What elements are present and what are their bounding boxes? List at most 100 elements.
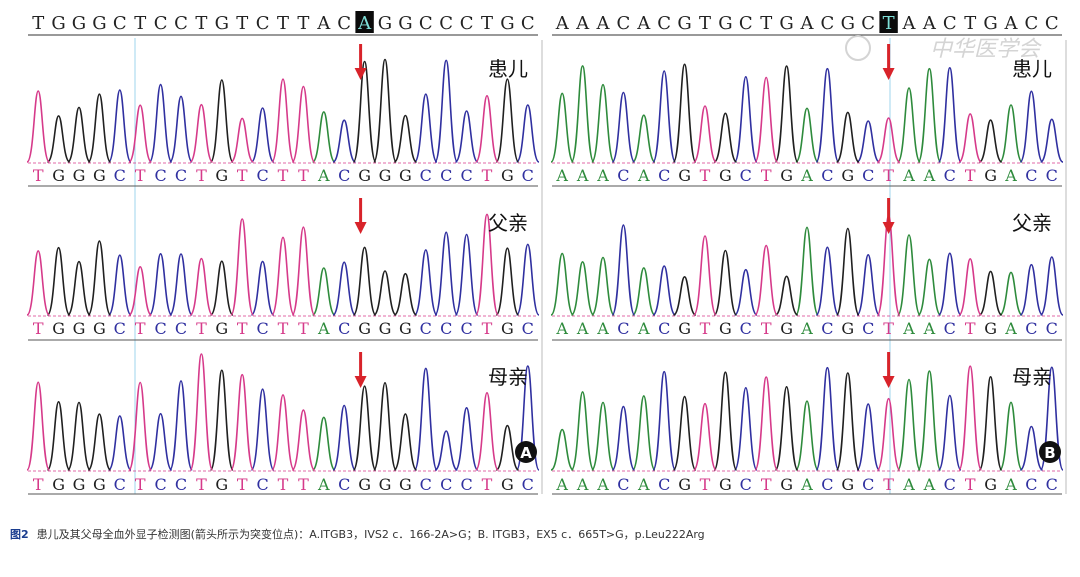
called-base: G [73,319,86,338]
called-base: A [902,319,915,338]
called-base: A [637,166,650,185]
called-base: T [482,166,493,185]
reference-base: C [1045,13,1059,34]
called-base: T [278,319,289,338]
called-base: G [841,166,854,185]
called-base: C [740,319,752,338]
called-base: T [883,166,894,185]
reference-base: T [481,13,493,34]
caption-text: 患儿及其父母全血外显子检测图(箭头所示为突变位点)：A.ITGB3，IVS2 c… [36,528,705,541]
reference-base: C [1025,13,1039,34]
trace-t [26,353,499,471]
called-base: C [420,475,432,494]
panel-letter-badge [515,441,537,463]
trace-t [693,76,983,163]
called-base: G [215,166,228,185]
called-base: A [637,475,650,494]
called-base: A [923,475,936,494]
called-base: C [1046,166,1058,185]
called-base: T [135,166,146,185]
called-base: C [821,319,833,338]
trace-a [550,226,1023,316]
reference-base: A [357,13,372,34]
called-base: G [379,166,392,185]
called-base: C [420,319,432,338]
trace-c [611,224,1064,316]
called-base: C [658,166,670,185]
reference-base: T [964,13,976,34]
called-base: T [298,166,309,185]
reference-base: A [316,13,331,34]
called-base: C [740,166,752,185]
called-base: C [420,166,432,185]
called-base: C [821,475,833,494]
called-base: C [114,166,126,185]
called-base: T [278,475,289,494]
called-base: G [780,475,793,494]
called-base: C [617,319,629,338]
called-base: T [700,319,711,338]
reference-base: T [195,13,207,34]
called-base: T [761,166,772,185]
sequencing-figure: T G G G C T C C T G T C T T A C A G G C C C T G CT G G G C T C C T G T C T T A… [26,11,1067,495]
called-base: A [576,166,589,185]
called-base: G [215,319,228,338]
reference-base: G [51,13,65,34]
called-base: A [1004,166,1017,185]
called-base: C [862,166,874,185]
called-base: C [154,475,166,494]
reference-base: C [154,13,168,34]
called-base: G [52,166,65,185]
called-base: T [883,475,894,494]
reference-base: C [739,13,753,34]
reference-base: C [256,13,270,34]
called-base: C [862,319,874,338]
reference-base: G [215,13,229,34]
called-base: A [555,166,568,185]
trace-t [693,365,983,471]
called-base: G [52,475,65,494]
called-base: A [317,166,330,185]
called-base: T [135,475,146,494]
trace-c [107,365,540,471]
reference-base: A [636,13,651,34]
called-base: A [596,475,609,494]
called-base: G [93,319,106,338]
reference-base: G [500,13,514,34]
called-base: C [256,475,268,494]
called-base: A [637,319,650,338]
called-base: A [596,319,609,338]
called-base: T [196,319,207,338]
called-base: C [944,319,956,338]
row-label: 母亲 [1012,365,1052,389]
called-base: T [965,475,976,494]
called-base: A [555,475,568,494]
called-base: C [862,475,874,494]
mutation-arrow-head [354,222,367,234]
trace-g [672,227,1003,316]
called-base: T [965,166,976,185]
called-base: C [740,475,752,494]
called-base: C [338,319,350,338]
reference-base: A [800,13,815,34]
figure-caption: 图2 患儿及其父母全血外显子检测图(箭头所示为突变位点)：A.ITGB3，IVS2… [10,526,1070,542]
reference-base: C [821,13,835,34]
trace-t [26,78,499,163]
called-base: C [154,166,166,185]
mutation-highlight-box [879,11,898,33]
called-base: C [256,166,268,185]
called-base: C [1025,166,1037,185]
trace-a [311,267,336,316]
called-base: A [923,166,936,185]
called-base: A [576,319,589,338]
reference-base: T [883,13,895,34]
called-base: C [1025,475,1037,494]
reference-base: T [236,13,248,34]
row-label: 患儿 [1012,57,1052,81]
called-base: G [719,166,732,185]
mutation-arrow-head [882,376,895,388]
called-base: G [358,319,371,338]
reference-base: T [134,13,146,34]
called-base: G [501,475,514,494]
reference-base: C [861,13,875,34]
